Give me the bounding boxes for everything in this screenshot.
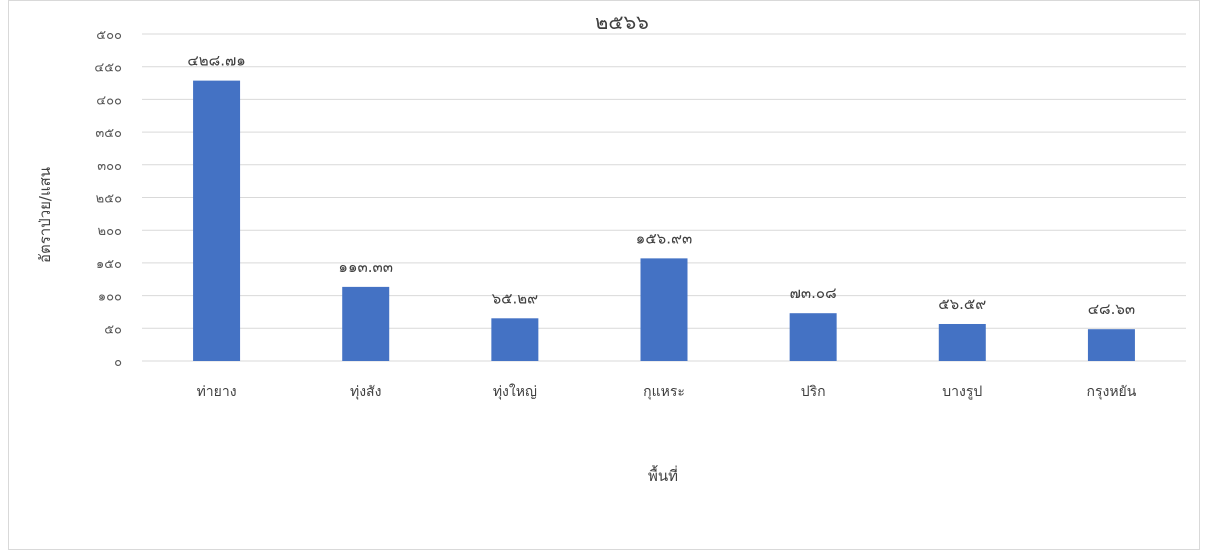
y-tick-label: ๔๐๐	[96, 93, 122, 108]
y-tick-label: ๔๕๐	[94, 61, 122, 76]
y-tick-label: ๒๕๐	[96, 192, 122, 207]
bars	[193, 80, 1135, 361]
data-label: ๖๕.๒๙	[492, 289, 539, 307]
bar	[938, 323, 986, 361]
x-category-label: กรุงหยัน	[1087, 384, 1137, 400]
y-tick-label: ๓๐๐	[97, 159, 122, 174]
bar	[789, 313, 837, 361]
y-tick-label: ๑๐๐	[98, 290, 122, 305]
y-tick-label: ๕๐	[104, 322, 122, 337]
x-category-labels: ท่ายาง ทุ่งสัง ทุ่งใหญ่ กุแหระ ปริก บางรูป กรุ…	[197, 383, 1137, 400]
data-label: ๗๓.๐๘	[790, 284, 837, 302]
bar	[640, 258, 688, 361]
x-category-label: กุแหระ	[643, 384, 685, 400]
bar	[1087, 329, 1135, 361]
y-tick-label: ๓๕๐	[95, 126, 122, 141]
y-tick-label: ๐	[114, 355, 122, 370]
y-tick-label: ๑๕๐	[96, 257, 122, 272]
data-label: ๑๑๓.๓๓	[338, 258, 393, 276]
y-axis-title: อัตราป่วย/แสน	[36, 167, 54, 263]
data-label: ๔๘.๖๓	[1088, 300, 1135, 318]
y-tick-label: ๒๐๐	[98, 224, 123, 239]
x-category-label: ท่ายาง	[197, 384, 237, 400]
x-axis-title: พื้นที่	[648, 465, 678, 485]
chart-title: ๒๕๖๖	[595, 10, 649, 34]
y-tick-labels: ๐ ๕๐ ๑๐๐ ๑๕๐ ๒๐๐ ๒๕๐ ๓๐๐ ๓๕๐ ๔๐๐ ๔๕๐ ๕๐๐	[94, 28, 122, 370]
x-category-label: ทุ่งใหญ่	[493, 383, 537, 400]
y-tick-label: ๕๐๐	[96, 28, 122, 43]
data-label: ๑๕๖.๙๓	[636, 229, 692, 247]
x-category-label: ปริก	[801, 384, 826, 400]
data-label: ๔๒๘.๗๑	[187, 52, 245, 70]
x-category-label: บางรูป	[942, 384, 982, 400]
gridlines	[142, 33, 1186, 362]
bar	[342, 286, 390, 361]
data-label: ๕๖.๕๙	[938, 295, 986, 313]
bar	[193, 80, 241, 361]
x-category-label: ทุ่งสัง	[350, 384, 381, 400]
bar	[491, 318, 539, 361]
